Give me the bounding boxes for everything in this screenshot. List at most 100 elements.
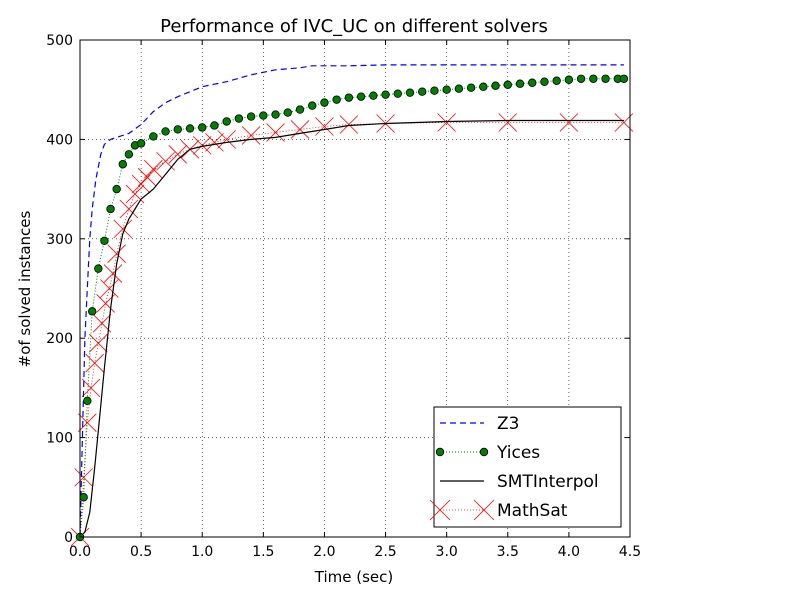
data-point-mathsat [498,113,518,132]
data-point-yices [601,74,610,83]
legend-marker [479,447,489,457]
legend-item-smtinterpol: SMTInterpol [440,472,599,492]
data-point-yices [320,98,329,107]
legend-box [433,406,622,528]
data-point-yices [295,105,305,114]
data-point-yices [106,204,115,214]
data-point-yices [161,127,170,136]
data-point-mathsat [437,113,456,132]
data-point-mathsat [81,378,101,398]
data-point-mathsat [559,113,579,132]
x-tick-label: 0.0 [69,544,91,560]
data-point-yices [369,91,378,100]
data-point-yices [118,160,127,169]
plot-frame [79,39,631,538]
legend-item-z3: Z3 [440,414,519,434]
data-point-yices [552,76,561,85]
x-tick-label: 2.0 [313,544,335,560]
data-point-mathsat [156,151,175,171]
data-point-yices [271,110,280,119]
legend-marker [429,499,451,521]
grid-lines [80,40,630,537]
data-point-yices [94,264,103,273]
data-point-mathsat [205,133,224,152]
data-point-yices [515,79,525,88]
data-point-yices [564,75,574,84]
data-point-yices [83,396,92,406]
legend-label: Z3 [497,414,519,434]
data-point-mathsat [131,174,151,194]
data-point-yices [528,78,537,87]
data-point-yices [466,83,476,92]
data-point-yices [503,80,512,89]
data-point-mathsat [144,159,163,179]
data-point-mathsat [192,136,212,155]
legend: Z3 Yices SMTInterpol MathSat [429,406,622,528]
y-axis-label: #of solved instances [16,210,34,367]
data-point-mathsat [315,117,334,136]
chart-title: Performance of IVC_UC on different solve… [160,16,548,37]
data-point-yices [540,77,549,86]
data-point-yices [479,82,488,91]
legend-item-yices: Yices [435,443,540,463]
data-point-yices [234,114,244,123]
data-point-yices [418,87,427,96]
legend-label: SMTInterpol [497,472,599,492]
data-point-yices [405,88,415,97]
data-point-mathsat [113,219,133,239]
data-point-yices [198,123,207,132]
series-line-mathsat [79,122,624,538]
data-point-mathsat [137,167,157,187]
data-point-mathsat [168,145,188,164]
series-z3 [79,64,624,538]
series-line-smtinterpol [79,119,624,538]
data-point-yices [589,74,598,83]
x-tick-label: 0.5 [130,544,152,560]
data-point-mathsat [103,264,123,283]
data-point-mathsat [241,126,261,145]
x-tick-label: 4.0 [558,544,580,560]
legend-label: Yices [496,443,540,463]
data-point-yices [112,184,121,194]
y-tick-label: 500 [46,33,73,49]
legend-label: MathSat [497,501,568,521]
data-point-yices [381,90,390,99]
y-tick-label: 300 [46,232,73,248]
data-point-yices [393,89,402,98]
axis-ticks: 0.0 0.5 1.0 1.5 2.0 2.5 3.0 3.5 4.0 4.5 0 100 200 300… [46,33,641,560]
data-point-yices [283,108,292,117]
series-yices [75,74,629,542]
x-tick-label: 2.5 [374,544,396,560]
legend-marker [473,499,495,521]
data-point-mathsat [92,314,112,333]
x-axis-label: Time (sec) [314,568,393,586]
data-point-yices [491,81,500,90]
data-point-yices [356,92,366,101]
data-point-mathsat [107,244,126,263]
data-point-mathsat [290,120,310,139]
data-point-mathsat [339,115,359,134]
data-point-yices [88,307,97,316]
data-point-yices [246,112,256,121]
data-point-yices [210,121,219,130]
x-tick-label: 3.5 [497,544,519,560]
x-tick-label: 1.5 [252,544,274,560]
data-point-mathsat [100,279,119,298]
data-point-yices [344,93,354,102]
series-layer [70,64,634,547]
data-point-mathsat [217,130,236,149]
y-tick-label: 400 [46,132,73,148]
data-point-yices [430,86,439,95]
data-point-yices [222,117,231,126]
data-point-yices [619,74,629,83]
data-point-mathsat [78,413,97,432]
data-point-mathsat [74,468,93,487]
y-tick-label: 0 [64,530,73,546]
data-point-mathsat [89,333,108,353]
data-point-yices [173,125,182,134]
x-tick-label: 4.5 [619,544,641,560]
legend-marker [435,447,445,457]
data-point-yices [442,85,451,94]
